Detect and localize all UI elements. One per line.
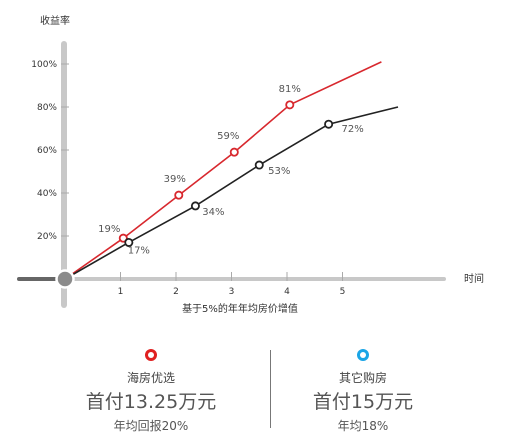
card-name: 其它购房 (338, 371, 387, 385)
data-label: 59% (217, 131, 239, 142)
x-tick-label: 1 (118, 287, 124, 297)
data-label: 39% (164, 174, 186, 185)
y-tick-label: 20% (37, 232, 57, 242)
x-axis-caption: 基于5%的年年均房价增值 (182, 302, 298, 315)
card-price: 首付15万元 (312, 391, 414, 413)
y-tick-label: 40% (37, 189, 57, 199)
card-rate: 年均18% (337, 419, 389, 433)
card-name: 海房优选 (126, 371, 175, 385)
y-axis-label: 收益率 (40, 14, 70, 27)
blue-dot-icon (357, 349, 369, 361)
card-haifang: 海房优选 首付13.25万元 年均回报20% (36, 346, 266, 434)
data-label: 34% (202, 207, 224, 218)
data-label: 17% (128, 245, 150, 256)
data-point (229, 147, 239, 157)
y-tick-label: 80% (37, 103, 57, 113)
data-point (190, 201, 200, 211)
x-tick-label: 5 (340, 287, 346, 297)
card-other: 其它购房 首付15万元 年均18% (248, 346, 478, 434)
data-point (285, 100, 295, 110)
data-point (118, 233, 128, 243)
data-point (124, 237, 134, 247)
x-axis-label: 时间 (464, 272, 484, 285)
series-line (64, 61, 382, 280)
x-tick-label: 3 (229, 287, 235, 297)
y-tick-label: 60% (37, 146, 57, 156)
origin-marker (55, 269, 75, 289)
data-label: 19% (98, 224, 120, 235)
data-label: 72% (342, 124, 364, 135)
data-point (324, 119, 334, 129)
x-tick-label: 2 (173, 287, 179, 297)
data-label: 81% (279, 84, 301, 95)
card-rate: 年均回报20% (113, 419, 189, 433)
x-tick-label: 4 (284, 287, 290, 297)
series-line (64, 106, 399, 280)
data-label: 53% (268, 166, 290, 177)
card-price: 首付13.25万元 (85, 391, 217, 413)
y-axis (61, 41, 67, 308)
y-tick-label: 100% (31, 60, 57, 70)
red-dot-icon (145, 349, 157, 361)
divider (270, 350, 271, 428)
data-point (174, 190, 184, 200)
data-point (254, 160, 264, 170)
chart: 收益率 时间 基于5%的年年均房价增值 20% 40% 60% 80% 100% 1 2 3… (17, 14, 484, 315)
